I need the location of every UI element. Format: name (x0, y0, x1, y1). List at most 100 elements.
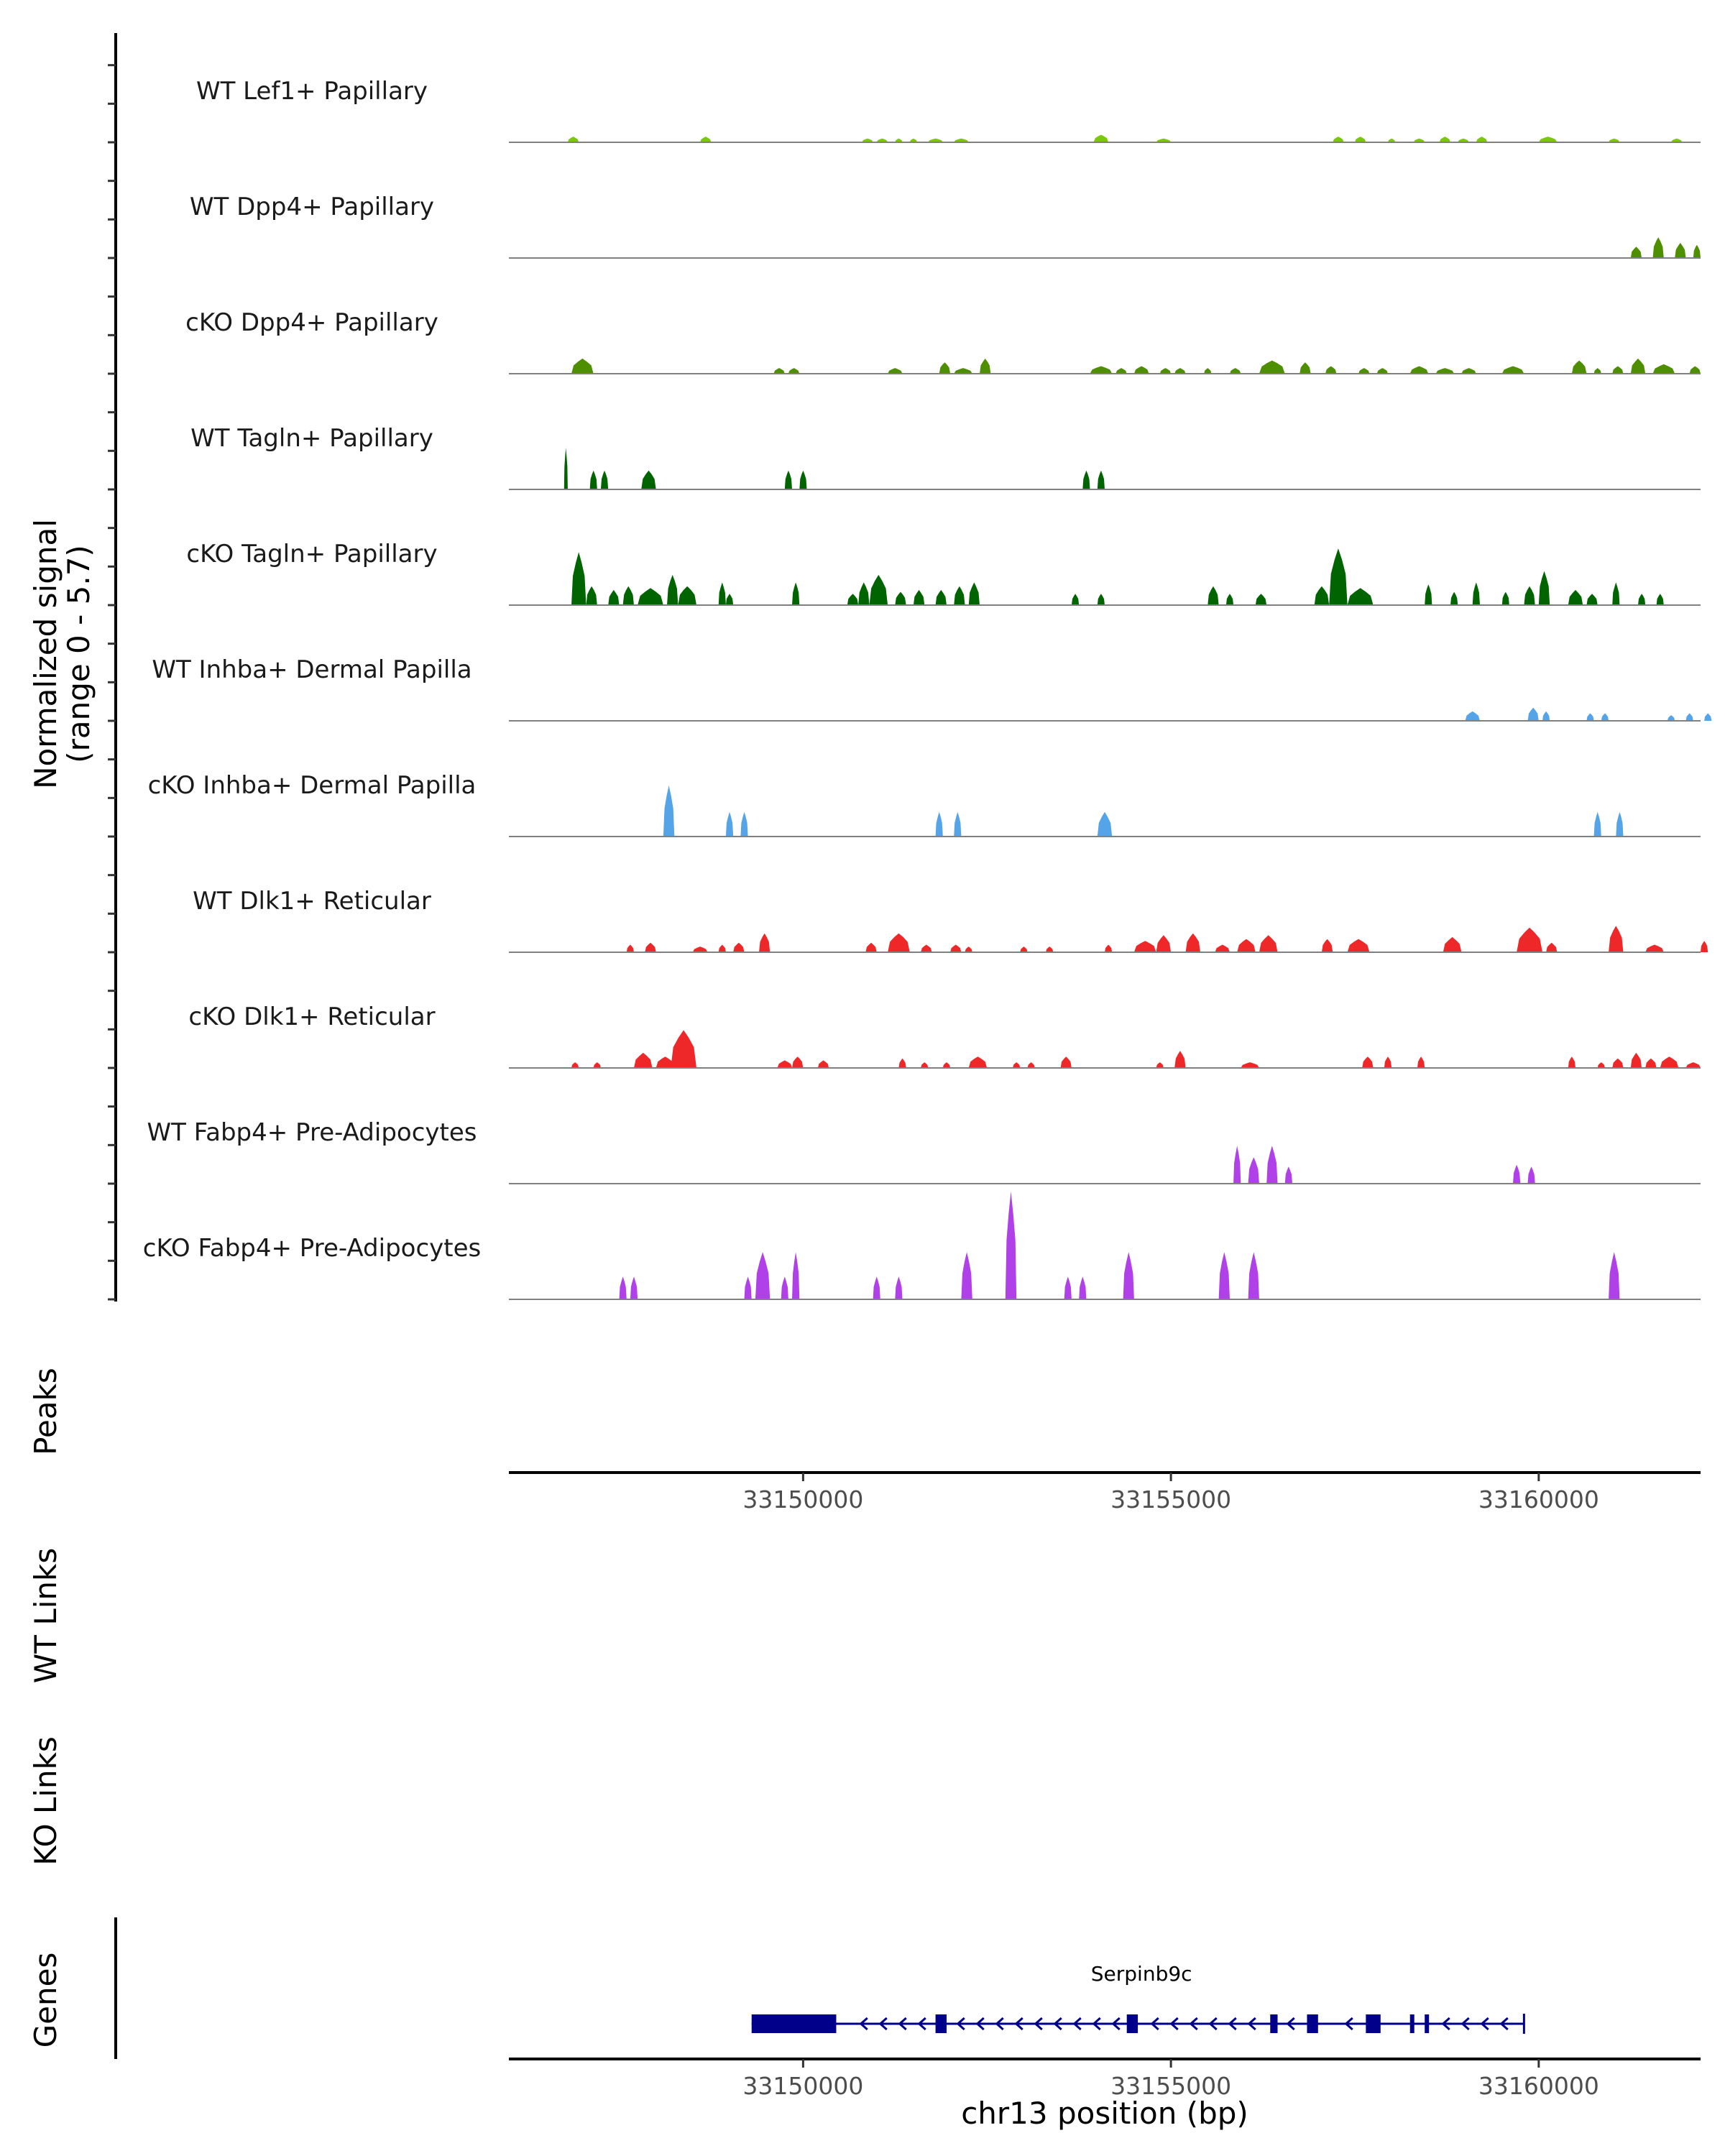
coverage-peak (954, 368, 972, 374)
coverage-peak (792, 582, 800, 605)
coverage-peak (634, 1052, 653, 1068)
coverage-peak (622, 586, 634, 605)
track-label: WT Tagln+ Papillary (190, 424, 433, 453)
coverage-peak (1255, 594, 1267, 605)
gene-track: Serpinb9c (114, 1917, 1525, 2059)
coverage-peak (1266, 1146, 1278, 1184)
coverage-peak (645, 942, 656, 952)
coverage-peak (1685, 1062, 1701, 1068)
strand-arrow (898, 2017, 907, 2031)
coverage-peak (619, 1276, 627, 1299)
coverage-peak (1079, 1276, 1087, 1299)
coverage-peak (1638, 594, 1646, 605)
coverage-peak (1233, 1146, 1241, 1184)
coverage-peak (1652, 364, 1675, 374)
coverage-peak (1671, 138, 1683, 142)
track-2: WT Dpp4+ Papillary (190, 193, 1701, 259)
coverage-peak (1645, 944, 1664, 952)
coverage-peak (1005, 1192, 1017, 1299)
track-3: cKO Dpp4+ Papillary (185, 308, 1701, 374)
coverage-peak (895, 138, 903, 142)
coverage-peak (895, 1276, 903, 1299)
coverage-peak (1159, 368, 1172, 374)
coverage-peak (1358, 368, 1370, 374)
coverage-peak (1204, 368, 1212, 374)
wt-links-label: WT Links (28, 1548, 63, 1683)
coverage-peak (965, 946, 972, 952)
coverage-peak (1645, 1058, 1657, 1068)
track-1: WT Lef1+ Papillary (196, 77, 1701, 143)
x-tick-label: 33155000 (1110, 2072, 1231, 2100)
gene-name: Serpinb9c (1091, 1962, 1192, 1986)
coverage-peak (895, 591, 906, 605)
coverage-peak (1630, 358, 1646, 374)
coverage-peak (571, 552, 586, 605)
coverage-peak (935, 811, 943, 837)
coverage-peak (1630, 1052, 1642, 1068)
track-label: cKO Fabp4+ Pre-Adipocytes (143, 1234, 482, 1263)
coverage-peak (1156, 935, 1172, 952)
gene-exon (1126, 2014, 1138, 2033)
gene-exon (1270, 2014, 1278, 2033)
strand-arrow (1150, 2017, 1159, 2031)
coverage-peak (1325, 366, 1337, 374)
coverage-peak (1185, 933, 1200, 952)
coverage-peak (1225, 594, 1234, 605)
coverage-peak (942, 1062, 951, 1068)
coverage-peak (1329, 548, 1348, 605)
coverage-peak (784, 470, 792, 489)
coverage-peak (641, 470, 656, 489)
coverage-peak (792, 1252, 800, 1299)
coverage-peak (847, 594, 859, 605)
coverage-peak (593, 1062, 601, 1068)
coverage-peak (1174, 1051, 1186, 1068)
coverage-peak (1675, 242, 1686, 258)
coverage-peak (700, 137, 712, 142)
strand-arrow (1072, 2017, 1082, 2031)
coverage-peak (1376, 368, 1388, 374)
coverage-peak (1693, 244, 1701, 258)
coverage-peak (586, 586, 597, 605)
coverage-peak (1090, 366, 1113, 374)
coverage-peak (678, 586, 696, 605)
coverage-peak (1027, 1062, 1035, 1068)
track-7: cKO Inhba+ Dermal Papilla (148, 771, 1701, 837)
y-axis-subtitle: (range 0 - 5.7) (61, 545, 96, 763)
coverage-peak (1443, 936, 1462, 952)
coverage-peak (567, 137, 579, 142)
x-tick-label: 33160000 (1478, 1485, 1599, 1514)
coverage-peak (1105, 944, 1113, 952)
coverage-peak (888, 933, 910, 952)
strand-arrow (1228, 2017, 1237, 2031)
signal-axis (108, 33, 117, 1302)
coverage-peak (1116, 368, 1127, 374)
coverage-peak (630, 1276, 638, 1299)
coverage-peak (1208, 586, 1219, 605)
coverage-peak (1538, 137, 1558, 142)
coverage-peak (950, 944, 962, 952)
coverage-peak (733, 942, 745, 952)
coverage-peak (1347, 588, 1374, 605)
track-8: WT Dlk1+ Reticular (193, 887, 1708, 953)
coverage-peak (1259, 360, 1285, 374)
coverage-peak (1513, 1164, 1521, 1184)
coverage-peak (1609, 1252, 1620, 1299)
coverage-peak (1013, 1062, 1021, 1068)
coverage-peak (1667, 715, 1675, 721)
y-axis-title: Normalized signal (28, 519, 63, 789)
coverage-peak (571, 1062, 579, 1068)
strand-arrow (859, 2017, 868, 2031)
coverage-peak (954, 586, 965, 605)
track-6: WT Inhba+ Dermal Papilla (152, 655, 1712, 722)
coverage-peak (1609, 138, 1620, 142)
coverage-peak (1501, 366, 1524, 374)
coverage-peak (638, 588, 663, 605)
strand-arrow (1499, 2017, 1509, 2031)
gene-exon (1307, 2014, 1318, 2033)
coverage-peak (1546, 942, 1558, 952)
peaks-label: Peaks (28, 1368, 63, 1455)
strand-arrow (878, 2017, 888, 2031)
coverage-peak (1689, 366, 1701, 374)
coverage-peak (1388, 138, 1396, 142)
